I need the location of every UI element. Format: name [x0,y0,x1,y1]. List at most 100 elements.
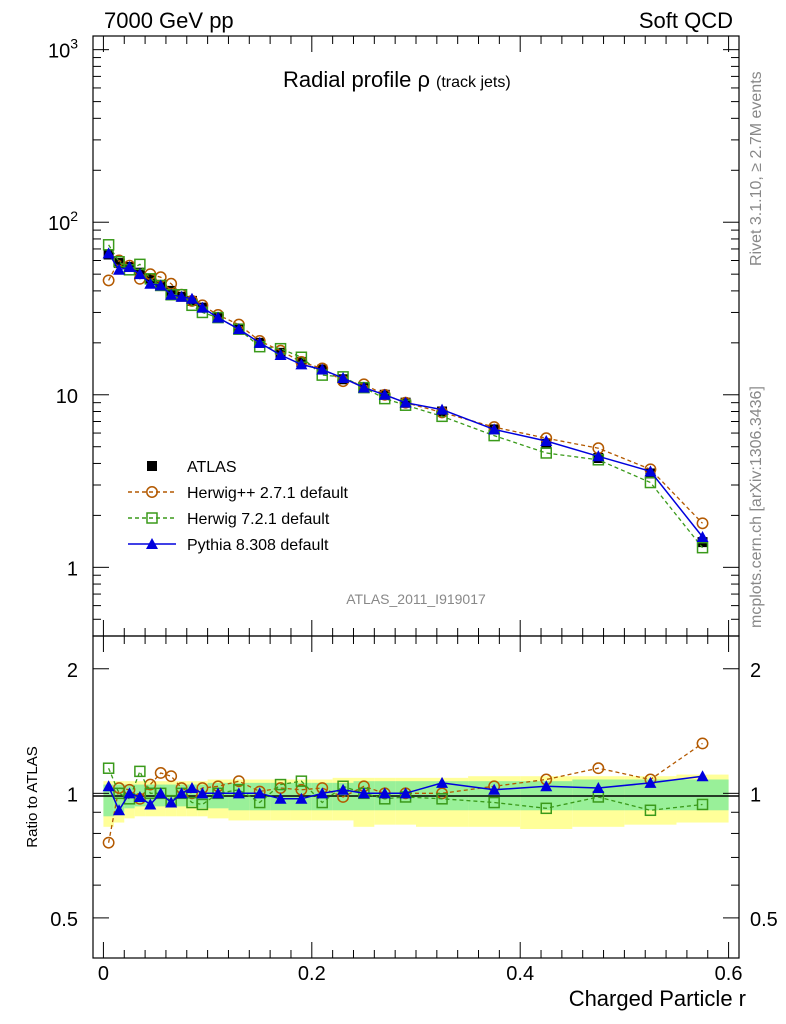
x-tick-label: 0.2 [298,963,326,985]
ratio-y-axis-label: Ratio to ATLAS [24,746,41,847]
ratio-point-pythia [488,783,501,795]
ratio-point-pythia [378,787,391,799]
ratio-series-pythia [102,770,709,816]
main-point-pythia [232,323,245,335]
ratio-band-inner [103,784,114,817]
ratio-point-pythia [295,792,308,804]
ratio-point-pythia [123,787,136,799]
main-point-pythia [316,363,329,375]
ratio-y-tick-label-right: 1 [750,784,761,806]
main-point-pythia [113,263,126,275]
ratio-point-pythia [185,782,198,794]
x-tick-label: 0.4 [506,963,534,985]
main-point-pythia [165,288,178,300]
main-point-pythia [102,247,115,259]
main-point-herwig7 [540,447,552,459]
legend-marker-herwig7 [146,512,158,524]
ratio-point-pythia [316,787,329,799]
main-point-pythia [696,530,709,542]
analysis-watermark: ATLAS_2011_I919017 [346,591,486,607]
legend-entry-herwigpp: Herwig++ 2.7.1 default [128,485,349,502]
main-point-herwigpp [102,274,115,287]
main-title-text: Radial profile ρ [283,67,430,92]
ratio-point-pythia [540,780,553,792]
main-point-pythia [592,450,605,462]
ratio-panel: 2 2 1 1 0.5 0.5 0 0.2 0.4 0.6 Ratio to ATLAS Cha… [24,635,778,1011]
ratio-point-herwig7 [488,796,500,809]
legend-label-pythia: Pythia 8.308 default [187,537,329,554]
ratio-point-herwigpp [154,767,167,779]
main-point-pythia [175,290,188,302]
legend-marker-herwigpp [146,486,158,498]
ratio-point-herwigpp [102,836,115,849]
ratio-x-axis: 0 0.2 0.4 0.6 [98,636,742,985]
main-line-herwig7 [108,244,704,549]
legend-entry-atlas: ATLAS [147,459,237,476]
ratio-y-tick-label: 1 [67,784,78,806]
rivet-version-label: Rivet 3.1.10, ≥ 2.7M events [748,71,765,266]
main-point-pythia [378,388,391,400]
legend-label-herwig7: Herwig 7.2.1 default [187,511,330,528]
ratio-point-herwigpp [696,737,709,750]
main-point-herwig7 [644,476,657,489]
ratio-point-pythia [253,787,266,799]
legend-marker-atlas [147,461,157,471]
ratio-y-tick-label: 0.5 [50,909,78,931]
ratio-point-pythia [102,780,115,792]
main-point-herwigpp [696,517,709,530]
ratio-line-herwigpp [107,742,703,843]
main-title-suffix: (track jets) [436,74,511,91]
main-point-pythia [436,403,449,415]
ratio-point-pythia [113,804,126,816]
ratio-point-herwig7 [644,804,657,817]
main-series-layer [102,239,709,554]
main-point-pythia [154,279,167,291]
ratio-point-pythia [696,770,709,782]
main-y-tick-label: 103 [48,36,78,63]
x-axis-label: Charged Particle r [569,986,746,1011]
ratio-point-pythia [274,792,287,804]
main-point-pythia [123,261,136,273]
main-point-pythia [196,301,209,313]
ratio-point-pythia [337,783,350,795]
ratio-point-pythia [175,787,188,799]
main-point-herwig7 [696,541,709,554]
main-point-pythia [357,381,370,393]
main-point-pythia [337,372,350,384]
ratio-point-pythia [436,776,449,788]
ratio-y-tick-label-right: 2 [750,660,761,682]
main-point-pythia [488,423,501,435]
ratio-point-herwig7 [102,762,115,774]
main-point-pythia [212,311,225,323]
ratio-series-herwigpp [102,737,709,849]
ratio-point-pythia [232,787,245,799]
ratio-point-pythia [154,787,167,799]
ratio-point-herwig7 [436,793,448,805]
ratio-point-herwigpp [592,762,605,775]
ratio-y-axis: 2 2 1 1 0.5 0.5 [50,660,778,959]
main-point-atlas [114,258,125,269]
ratio-point-herwig7 [274,778,287,791]
header-category-label: Soft QCD [639,8,733,33]
mcplots-reference-label: mcplots.cern.ch [arXiv:1306.3436] [748,386,765,628]
legend-entry-herwig7: Herwig 7.2.1 default [128,511,330,528]
main-y-tick-label: 10 [56,386,78,408]
ratio-point-pythia [133,790,146,802]
ratio-point-pythia [196,787,209,799]
main-point-pythia [185,292,198,304]
ratio-point-herwigpp [165,770,178,783]
ratio-series-layer [102,737,709,849]
ratio-y-tick-label-right: 0.5 [750,909,778,931]
x-tick-label: 0 [98,963,109,985]
main-title: Radial profile ρ (track jets) [283,67,511,92]
header-energy-label: 7000 GeV pp [104,8,234,33]
ratio-point-herwig7 [696,798,709,811]
ratio-point-herwig7 [540,802,552,815]
main-point-pythia [644,465,657,477]
main-point-pythia [144,277,157,289]
main-point-pythia [274,349,287,361]
main-point-pythia [399,396,412,408]
ratio-point-pythia [357,787,370,799]
